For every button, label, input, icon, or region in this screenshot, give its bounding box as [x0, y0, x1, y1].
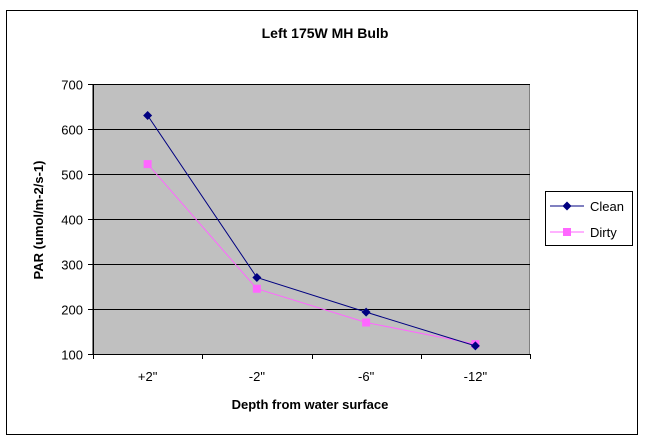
x-tick-label: +2" [138, 369, 158, 384]
legend-label: Dirty [590, 225, 617, 240]
data-point [361, 307, 371, 317]
legend: Clean Dirty [545, 191, 633, 246]
x-tick-label: -12" [464, 369, 488, 384]
legend-box [545, 191, 633, 246]
legend-label: Clean [590, 199, 624, 214]
data-point [252, 273, 262, 282]
x-axis-label: Depth from water surface [232, 397, 389, 412]
y-tick-label: 600 [61, 123, 83, 138]
data-point [362, 318, 371, 327]
y-tick-label: 700 [61, 78, 83, 93]
data-point [143, 111, 153, 120]
data-point [470, 341, 480, 351]
legend-marker [563, 228, 571, 236]
y-tick-label: 500 [61, 168, 83, 183]
legend-item-dirty: Dirty [550, 225, 617, 240]
x-tick-label: -2" [249, 369, 266, 384]
chart-title: Left 175W MH Bulb [262, 25, 389, 41]
series-line [147, 163, 476, 345]
data-point [252, 284, 261, 293]
series-clean [143, 111, 480, 351]
y-axis-ticks: 100 200 300 400 500 600 700 [61, 78, 94, 363]
x-tick-label: -6" [358, 369, 375, 384]
y-tick-label: 400 [61, 213, 83, 228]
y-axis-label: PAR (umol/m-2/s-1) [31, 161, 46, 280]
y-tick-label: 100 [61, 348, 83, 363]
legend-marker [562, 201, 572, 211]
series-line [147, 115, 476, 347]
x-axis-ticks: +2" -2" -6" -12" [93, 354, 531, 384]
data-point [143, 160, 152, 169]
legend-item-clean: Clean [550, 199, 624, 214]
y-tick-label: 300 [61, 258, 83, 273]
series-layer [143, 111, 480, 351]
y-tick-label: 200 [61, 303, 83, 318]
grid-lines [93, 84, 530, 310]
